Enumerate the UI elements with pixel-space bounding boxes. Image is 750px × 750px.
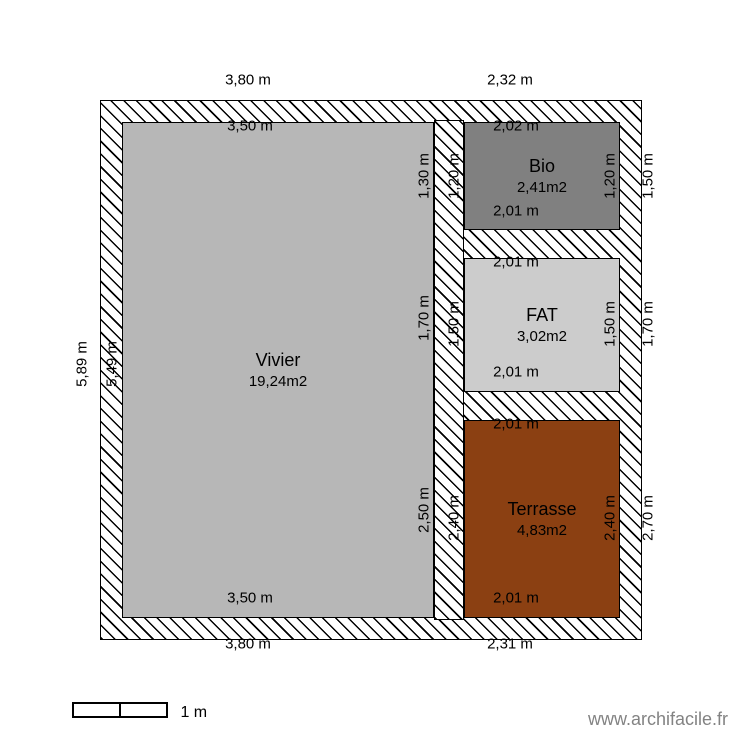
room-fat: FAT 3,02m2 <box>464 258 620 392</box>
room-terrasse-area: 4,83m2 <box>517 522 567 539</box>
room-vivier-name: Vivier <box>256 350 301 371</box>
dim-ter_top: 2,01 m <box>493 416 539 433</box>
room-vivier-area: 19,24m2 <box>249 373 307 390</box>
dim-out_r_270: 2,70 m <box>640 495 657 541</box>
room-bio: Bio 2,41m2 <box>464 122 620 230</box>
dim-vivier_top: 3,50 m <box>227 118 273 135</box>
dim-ter_bot: 2,01 m <box>493 590 539 607</box>
floor-plan: Vivier 19,24m2 Bio 2,41m2 FAT 3,02m2 Ter… <box>0 0 750 750</box>
dim-bio_top: 2,02 m <box>493 118 539 135</box>
dim-fat_left: 1,50 m <box>446 301 463 347</box>
dim-ter_left: 2,40 m <box>446 495 463 541</box>
dim-fat_right: 1,50 m <box>602 301 619 347</box>
room-terrasse: Terrasse 4,83m2 <box>464 420 620 618</box>
dim-out_r_170: 1,70 m <box>640 301 657 347</box>
dim-out_589: 5,89 m <box>74 341 91 387</box>
dim-ter_right: 2,40 m <box>602 495 619 541</box>
dim-vr_250: 2,50 m <box>416 487 433 533</box>
dim-vr_170: 1,70 m <box>416 295 433 341</box>
dim-bio_bot: 2,01 m <box>493 203 539 220</box>
scale-bar-graphic <box>72 702 168 723</box>
dim-fat_top: 2,01 m <box>493 254 539 271</box>
watermark: www.archifacile.fr <box>588 709 728 730</box>
room-bio-name: Bio <box>529 156 555 177</box>
dim-out_r_150: 1,50 m <box>640 153 657 199</box>
dim-bio_right: 1,20 m <box>602 153 619 199</box>
scale-seg-2 <box>119 702 168 718</box>
dim-fat_bot: 2,01 m <box>493 364 539 381</box>
scale-label: 1 m <box>180 704 207 721</box>
dim-top_380: 3,80 m <box>225 72 271 89</box>
scale-seg-1 <box>72 702 119 718</box>
dim-vivier_bot: 3,50 m <box>227 590 273 607</box>
dim-vr_130: 1,30 m <box>416 153 433 199</box>
dim-bot_380: 3,80 m <box>225 636 271 653</box>
dim-bot_231: 2,31 m <box>487 636 533 653</box>
scale-bar: 1 m <box>72 702 207 723</box>
room-vivier: Vivier 19,24m2 <box>122 122 434 618</box>
dim-bio_left: 1,20 m <box>446 153 463 199</box>
dim-vivier_left: 5,49 m <box>104 341 121 387</box>
room-fat-area: 3,02m2 <box>517 328 567 345</box>
room-bio-area: 2,41m2 <box>517 179 567 196</box>
room-fat-name: FAT <box>526 305 558 326</box>
room-terrasse-name: Terrasse <box>507 499 576 520</box>
dim-top_232: 2,32 m <box>487 72 533 89</box>
